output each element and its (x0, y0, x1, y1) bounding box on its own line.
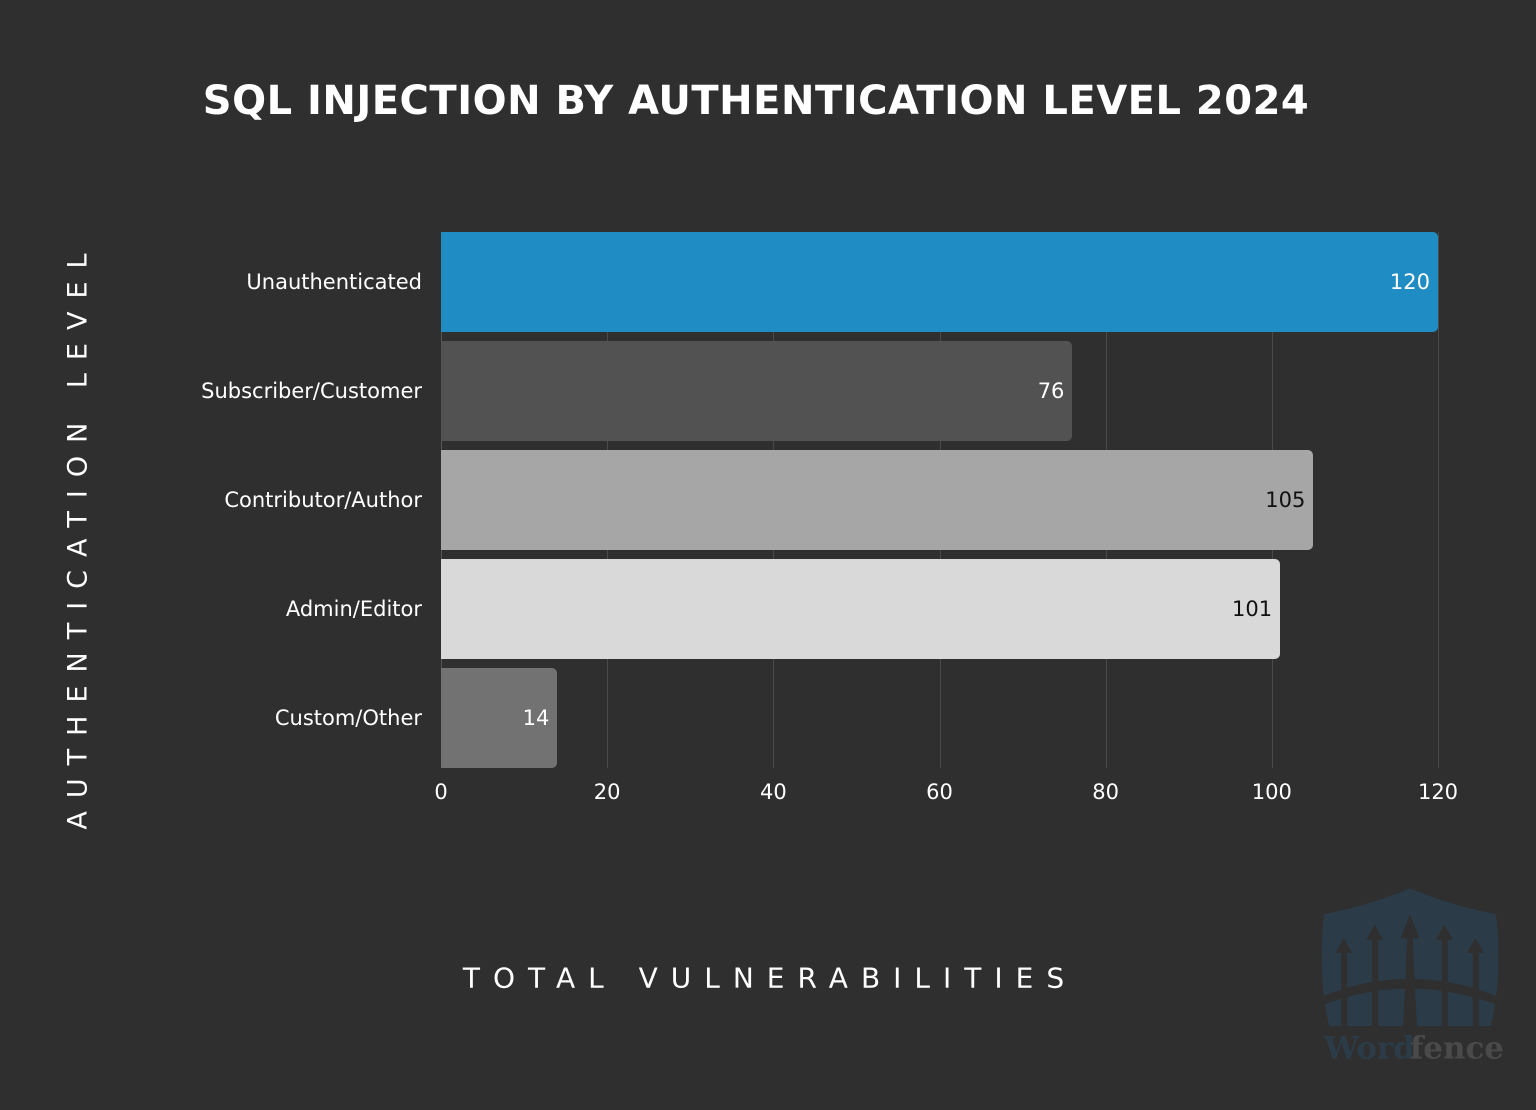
x-tick-label: 0 (434, 780, 448, 804)
category-label: Admin/Editor (285, 597, 422, 621)
bar: 76 (441, 341, 1073, 441)
x-axis-label: TOTAL VULNERABILITIES (462, 961, 1078, 995)
x-tick-label: 100 (1251, 780, 1292, 804)
x-tick-label: 80 (1092, 780, 1120, 804)
bar: 101 (441, 559, 1281, 659)
y-axis-label: AUTHENTICATION LEVEL (62, 240, 94, 830)
category-label: Contributor/Author (224, 488, 422, 512)
svg-text:fence: fence (1410, 1031, 1504, 1067)
bar: 105 (441, 450, 1314, 550)
chart-title: SQL INJECTION BY AUTHENTICATION LEVEL 20… (202, 78, 1310, 124)
bar-value-label: 14 (522, 706, 550, 730)
gridline (1438, 232, 1439, 768)
bar: 14 (441, 668, 558, 768)
x-tick-label: 120 (1417, 780, 1459, 804)
bar-value-label: 76 (1037, 379, 1065, 403)
svg-text:Word: Word (1323, 1031, 1415, 1067)
x-tick-label: 60 (926, 780, 953, 804)
bar-value-label: 105 (1265, 488, 1306, 512)
bar: 120 (441, 232, 1438, 332)
category-label: Subscriber/Customer (201, 379, 422, 403)
category-label: Custom/Other (274, 706, 422, 730)
bar-value-label: 120 (1389, 270, 1430, 294)
bar-value-label: 101 (1232, 597, 1273, 621)
x-tick-label: 20 (593, 780, 621, 804)
x-tick-label: 40 (759, 780, 787, 804)
plot-area: 120 76 105 101 14 (441, 232, 1439, 768)
wordfence-logo: Word fence (1321, 888, 1504, 1067)
category-label: Unauthenticated (246, 270, 422, 294)
